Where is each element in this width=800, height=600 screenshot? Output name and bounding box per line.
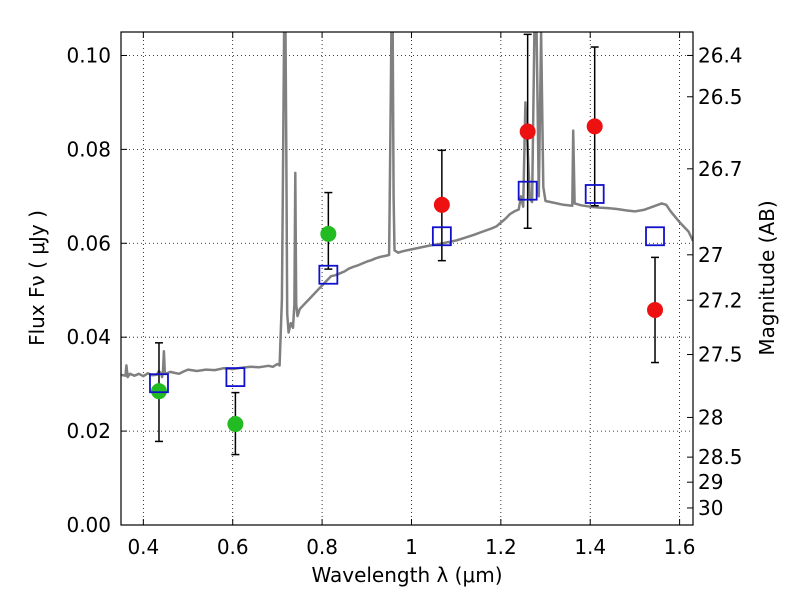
- mag-tick-label: 29: [698, 470, 723, 494]
- y-tick-label: 0.02: [66, 419, 111, 443]
- model-photometry-box: [645, 226, 665, 247]
- x-tick-label: 1: [405, 535, 418, 559]
- mag-tick-label: 28.5: [698, 445, 743, 469]
- mag-tick-label: 27: [698, 243, 723, 267]
- model-photometry-box: [149, 373, 169, 394]
- model-spectrum-line: [121, 32, 693, 379]
- red-data-point: [519, 123, 536, 140]
- plot-background: [121, 32, 693, 525]
- y-axis-title: Flux Fν ( μJy ): [25, 210, 49, 346]
- plot-frame: [120, 31, 694, 526]
- x-tick-label: 1.6: [664, 535, 696, 559]
- green-data-point: [227, 416, 244, 433]
- green-data-point: [150, 383, 167, 400]
- green-data-point: [320, 225, 337, 242]
- model-photometry-box: [431, 226, 452, 247]
- mag-tick-label: 27.5: [698, 343, 743, 367]
- mag-tick-label: 26.7: [698, 157, 743, 181]
- plot-content: [121, 32, 693, 379]
- x-tick-label: 0.8: [306, 535, 338, 559]
- ticks: 0.4 0.6 0.8 1 1.2 1.4 1.6 0.00 0.02 0.04 0.06 0.08 0…: [66, 32, 743, 559]
- model-photometry-box: [318, 264, 339, 285]
- x-tick-label: 0.6: [217, 535, 249, 559]
- mag-tick-label: 28: [698, 405, 723, 429]
- model-photometry-box: [584, 184, 605, 204]
- model-photometry-box: [225, 367, 246, 388]
- y2-axis-title: Magnitude (AB): [755, 200, 779, 355]
- y-tick-label: 0.00: [66, 513, 111, 537]
- x-tick-label: 0.4: [127, 535, 159, 559]
- y-tick-label: 0.06: [66, 231, 111, 255]
- model-photometry-box: [517, 180, 538, 201]
- mag-tick-label: 26.4: [698, 43, 743, 67]
- mag-tick-label: 26.5: [698, 85, 743, 109]
- y-tick-label: 0.08: [66, 137, 111, 161]
- x-tick-label: 1.4: [574, 535, 606, 559]
- y-tick-label: 0.10: [66, 43, 111, 67]
- red-data-point: [586, 118, 603, 135]
- mag-tick-label: 30: [698, 496, 723, 520]
- red-data-point: [433, 196, 450, 213]
- x-axis-title: Wavelength λ (μm): [311, 563, 502, 587]
- markers: [149, 33, 665, 456]
- red-data-point: [647, 301, 664, 318]
- x-tick-label: 1.2: [485, 535, 517, 559]
- mag-tick-label: 27.2: [698, 288, 743, 312]
- y-tick-label: 0.04: [66, 325, 111, 349]
